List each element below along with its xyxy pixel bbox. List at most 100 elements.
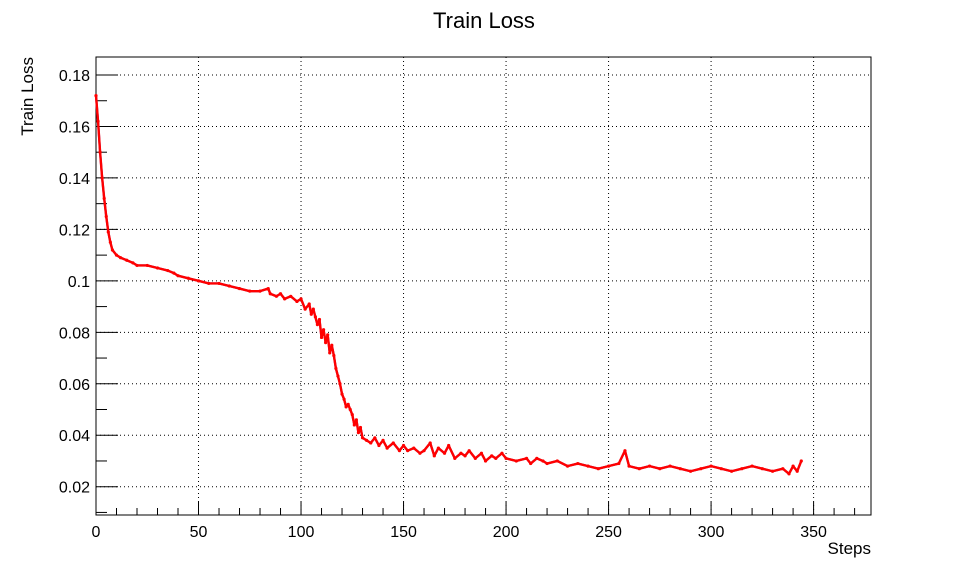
y-axis-label: Train Loss [18,57,37,136]
data-point [391,441,395,445]
data-point [447,443,451,448]
data-point [278,292,283,296]
y-tick-label: 0.12 [59,222,90,239]
x-tick-label: 50 [190,524,208,541]
data-point [740,467,744,471]
data-point [428,441,432,445]
data-point [94,94,98,98]
data-point [350,413,354,417]
data-point [332,353,336,358]
y-tick-label: 0.08 [59,325,90,342]
data-point [483,459,488,463]
data-point [166,268,170,273]
data-point [319,335,324,340]
x-axis-label: Steps [828,539,871,558]
data-point [346,402,350,406]
data-point [463,454,467,458]
data-point [315,323,320,327]
data-point [688,469,693,473]
data-point [145,263,149,268]
data-point [545,461,549,466]
data-point [365,438,369,442]
data-point [334,366,338,370]
data-point [176,274,180,278]
data-point [586,464,590,468]
data-point [422,449,426,453]
data-point [98,150,102,154]
data-point [313,315,317,319]
y-tick-label: 0.06 [59,377,90,394]
data-point [459,451,463,455]
data-point [311,307,315,311]
x-tick-label: 300 [698,524,725,541]
data-point [104,214,108,219]
data-point [102,196,106,201]
data-point [326,333,330,337]
data-point [787,472,791,476]
data-point [342,397,346,401]
data-point [248,289,252,293]
axis-ticks: 0 50 100 150 200 250 300 350 0.02 0.04 0.06 0.08 0.1… [59,68,856,541]
data-point [283,297,287,301]
plot-frame [95,56,872,516]
data-point [709,464,713,468]
data-point [678,467,682,471]
data-point [110,248,114,252]
data-point [135,263,139,268]
data-point [348,407,352,412]
data-point [406,449,410,453]
data-point [494,456,498,460]
data-point [529,461,533,466]
data-point [623,449,627,453]
x-tick-label: 150 [390,524,417,541]
data-point [360,436,365,440]
data-point [373,436,377,440]
series-group [94,94,803,476]
data-point [436,446,440,450]
data-point [268,292,272,296]
data-point [760,467,764,471]
data-point [352,423,356,427]
data-point [418,451,422,455]
grid [95,57,871,515]
data-point [227,284,231,288]
data-point [799,459,803,463]
x-tick-label: 200 [493,524,520,541]
data-point [354,418,358,422]
data-point [196,279,201,283]
data-point [596,467,600,471]
data-point [336,374,340,378]
data-point [401,443,406,448]
data-point [541,459,545,463]
data-point [385,446,389,450]
data-point [795,469,799,473]
data-point [100,176,104,180]
data-point [258,289,262,293]
data-point [309,312,313,316]
data-point [324,341,328,345]
data-point [453,456,457,460]
data-point [358,425,363,430]
data-point [490,454,494,458]
data-point [617,461,621,466]
chart-title: Train Loss [433,8,535,33]
data-point [96,119,100,123]
data-point [781,467,785,471]
data-point [186,276,190,280]
data-point [217,281,221,286]
data-point [473,456,477,460]
data-point [524,456,529,460]
data-point [647,464,652,468]
x-tick-label: 350 [800,524,827,541]
data-point [377,443,381,448]
data-point [504,456,508,460]
data-point [340,392,344,396]
x-tick-label: 0 [92,524,101,541]
data-point [637,467,641,471]
data-point [266,286,270,291]
data-point [317,317,322,322]
data-point [750,464,754,468]
